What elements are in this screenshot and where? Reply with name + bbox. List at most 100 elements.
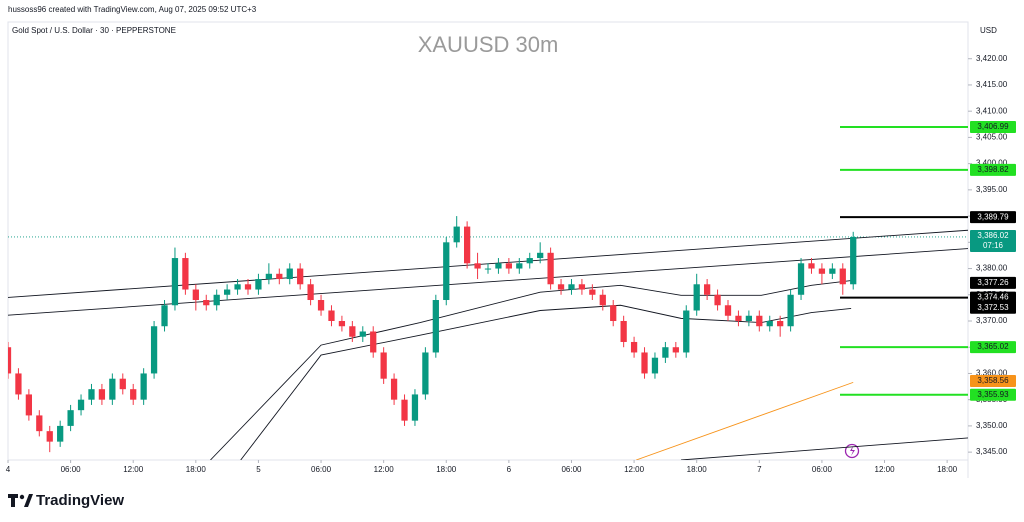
last-price-label: 3,386.02 (977, 231, 1009, 240)
level-label: 3,374.46 (977, 293, 1009, 302)
candle-body (244, 284, 252, 290)
candle-body (850, 236, 857, 285)
candle-body (756, 315, 763, 327)
x-tick-label: 06:00 (61, 465, 82, 474)
candle-body (693, 284, 700, 311)
candle-body (443, 242, 450, 301)
candle-body (578, 284, 586, 290)
candle-body (777, 320, 784, 327)
candle-body (704, 284, 711, 295)
candle-body (839, 268, 846, 285)
candle-body (714, 294, 721, 306)
candle-body (818, 268, 826, 274)
level-label: 3,365.02 (977, 342, 1009, 351)
x-tick-label: 18:00 (186, 465, 207, 474)
candle-body (317, 300, 325, 311)
x-tick-label: 18:00 (937, 465, 958, 474)
x-tick-label: 12:00 (123, 465, 144, 474)
candle-body (8, 347, 12, 374)
trend-line (210, 280, 852, 460)
y-tick-label: 3,380.00 (976, 264, 1008, 273)
candle-body (516, 263, 523, 269)
candle-body (161, 305, 168, 327)
candle-body (630, 341, 638, 353)
candle-body (297, 268, 304, 285)
x-tick-label: 5 (256, 465, 261, 474)
candle-body (36, 415, 43, 432)
x-tick-label: 12:00 (374, 465, 395, 474)
trend-line (681, 437, 968, 460)
header: hussoss96 created with TradingView.com, … (8, 5, 257, 14)
candle-body (464, 226, 471, 264)
candle-body (57, 425, 64, 442)
candle-body (328, 310, 335, 321)
x-tick-label: 18:00 (687, 465, 708, 474)
plot-frame (7, 21, 969, 461)
candle-body (599, 294, 606, 306)
level-tag (970, 291, 1016, 304)
level-tag (970, 211, 1016, 224)
candle-body (150, 326, 158, 374)
y-tick-label: 3,410.00 (976, 106, 1008, 115)
x-tick-label: 18:00 (436, 465, 457, 474)
candle-body (401, 399, 408, 421)
candle-body (526, 258, 533, 264)
y-tick-label: 3,350.00 (976, 421, 1008, 430)
candle-body (203, 300, 210, 306)
logo-icon (8, 494, 33, 507)
candle-body (495, 263, 502, 269)
candle-body (77, 399, 85, 411)
chart-title: XAUUSD 30m (418, 32, 559, 57)
candle-body (610, 305, 617, 321)
candle-body (359, 331, 366, 337)
currency: USD (980, 26, 997, 35)
candle-body (641, 352, 648, 374)
last-price-tag (970, 229, 1016, 252)
candle-body (15, 373, 22, 395)
x-tick-label: 06:00 (311, 465, 332, 474)
candle-body (109, 378, 116, 400)
y-tick-label: 3,345.00 (976, 447, 1008, 456)
level-tag (970, 276, 1016, 289)
y-tick-label: 3,395.00 (976, 185, 1008, 194)
candle-body (808, 263, 815, 269)
candle-body (265, 273, 272, 280)
level-tag (970, 301, 1016, 314)
candle-body (797, 263, 805, 295)
x-tick-label: 6 (507, 465, 512, 474)
candle-body (537, 252, 544, 259)
level-tag (970, 163, 1016, 176)
candle-body (140, 373, 147, 400)
candle-body (683, 310, 690, 353)
x-tick-label: 4 (6, 465, 11, 474)
y-tick-label: 3,400.00 (976, 159, 1008, 168)
x-tick-label: 06:00 (812, 465, 833, 474)
candle-body (255, 279, 262, 290)
level-label: 3,372.53 (977, 303, 1009, 312)
candle-body (766, 320, 773, 327)
x-tick-label: 12:00 (624, 465, 645, 474)
candle-body (192, 289, 199, 301)
y-tick-label: 3,405.00 (976, 133, 1008, 142)
candle-body (119, 378, 126, 390)
trend-line (240, 304, 852, 460)
x-tick-label: 12:00 (875, 465, 896, 474)
level-label: 3,389.79 (977, 212, 1009, 221)
candle-body (338, 320, 346, 327)
level-label: 3,358.56 (977, 376, 1009, 385)
candle-body (130, 389, 137, 400)
candle-body (380, 352, 387, 379)
candle-body (453, 226, 460, 243)
candle-body (182, 258, 189, 290)
candle-body (547, 252, 554, 285)
y-tick-label: 3,370.00 (976, 316, 1008, 325)
level-label: 3,377.26 (977, 278, 1009, 287)
candle-body (276, 273, 283, 280)
candle-body (662, 347, 669, 358)
level-label: 3,355.93 (977, 390, 1009, 399)
countdown: 07:16 (983, 241, 1004, 250)
brand: TradingView (36, 492, 124, 509)
candle-body (88, 389, 95, 400)
